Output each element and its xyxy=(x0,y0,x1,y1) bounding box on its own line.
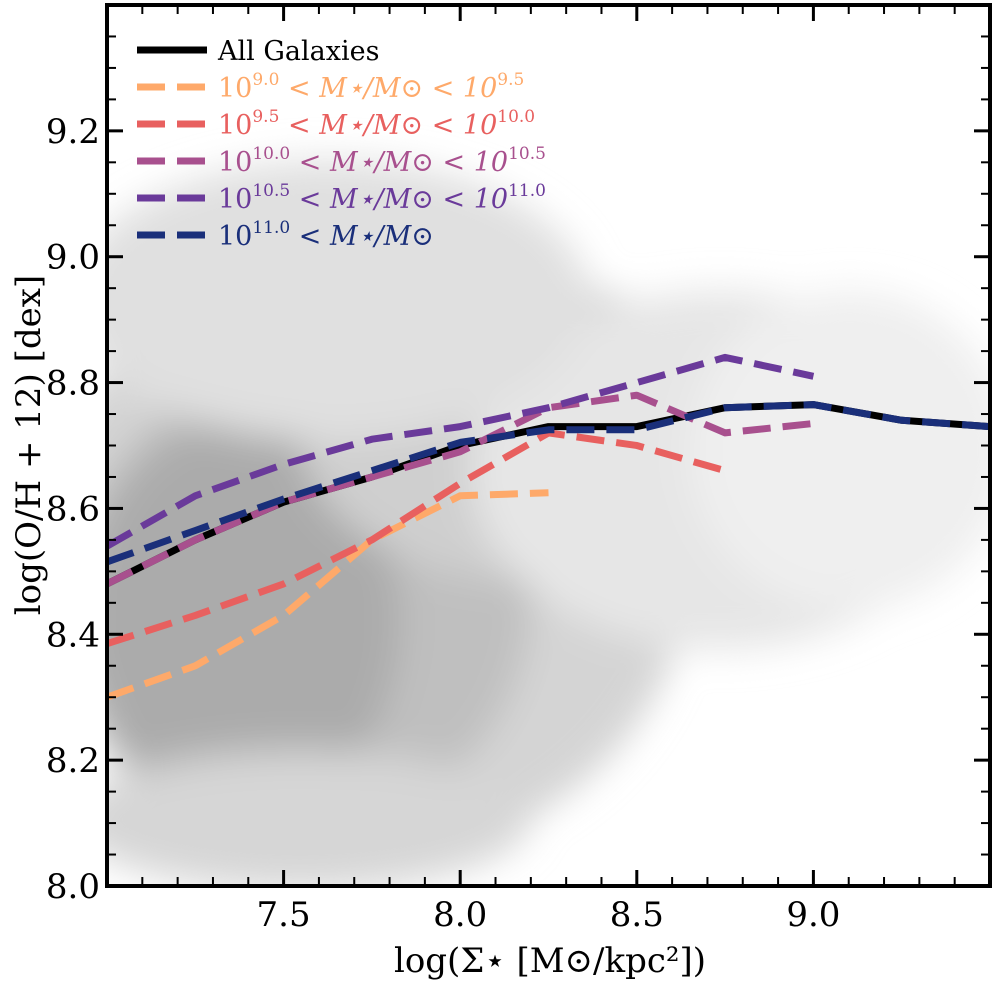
y-tick-label: 8.0 xyxy=(46,867,100,907)
plot-frame xyxy=(105,3,992,888)
legend-label-4: 1010.5 < M⋆/M⊙ < 1011.0 xyxy=(218,181,546,215)
density-histogram xyxy=(107,160,990,886)
y-tick-label: 9.2 xyxy=(46,112,100,152)
x-tick-label: 8.0 xyxy=(433,895,487,935)
y-tick-label: 8.6 xyxy=(46,489,100,529)
x-tick-label: 8.5 xyxy=(610,895,664,935)
legend-label-5: 1011.0 < M⋆/M⊙ xyxy=(218,218,434,252)
series-line-3 xyxy=(107,391,814,588)
series-lines xyxy=(107,353,990,701)
legend-label-3: 1010.0 < M⋆/M⊙ < 1010.5 xyxy=(218,144,546,178)
y-tick-label: 8.2 xyxy=(46,741,100,781)
x-tick-label: 9.0 xyxy=(786,895,840,935)
y-tick-label: 9.0 xyxy=(46,238,100,278)
y-tick-label: 8.4 xyxy=(46,615,100,655)
series-line-1 xyxy=(107,489,549,701)
legend-label-2: 109.5 < M⋆/M⊙ < 1010.0 xyxy=(218,107,535,141)
series-line-2 xyxy=(107,429,727,648)
series-line-5 xyxy=(107,401,990,566)
legend-label-0: All Galaxies xyxy=(217,36,379,67)
x-axis-label: log(Σ⋆ [M⊙/kpc²]) xyxy=(394,941,706,981)
y-axis-label: log(O/H + 12) [dex] xyxy=(9,275,49,615)
legend-label-1: 109.0 < M⋆/M⊙ < 109.5 xyxy=(218,70,524,104)
x-tick-label: 7.5 xyxy=(257,895,311,935)
y-tick-label: 8.8 xyxy=(46,364,100,404)
series-line-4 xyxy=(107,353,815,550)
